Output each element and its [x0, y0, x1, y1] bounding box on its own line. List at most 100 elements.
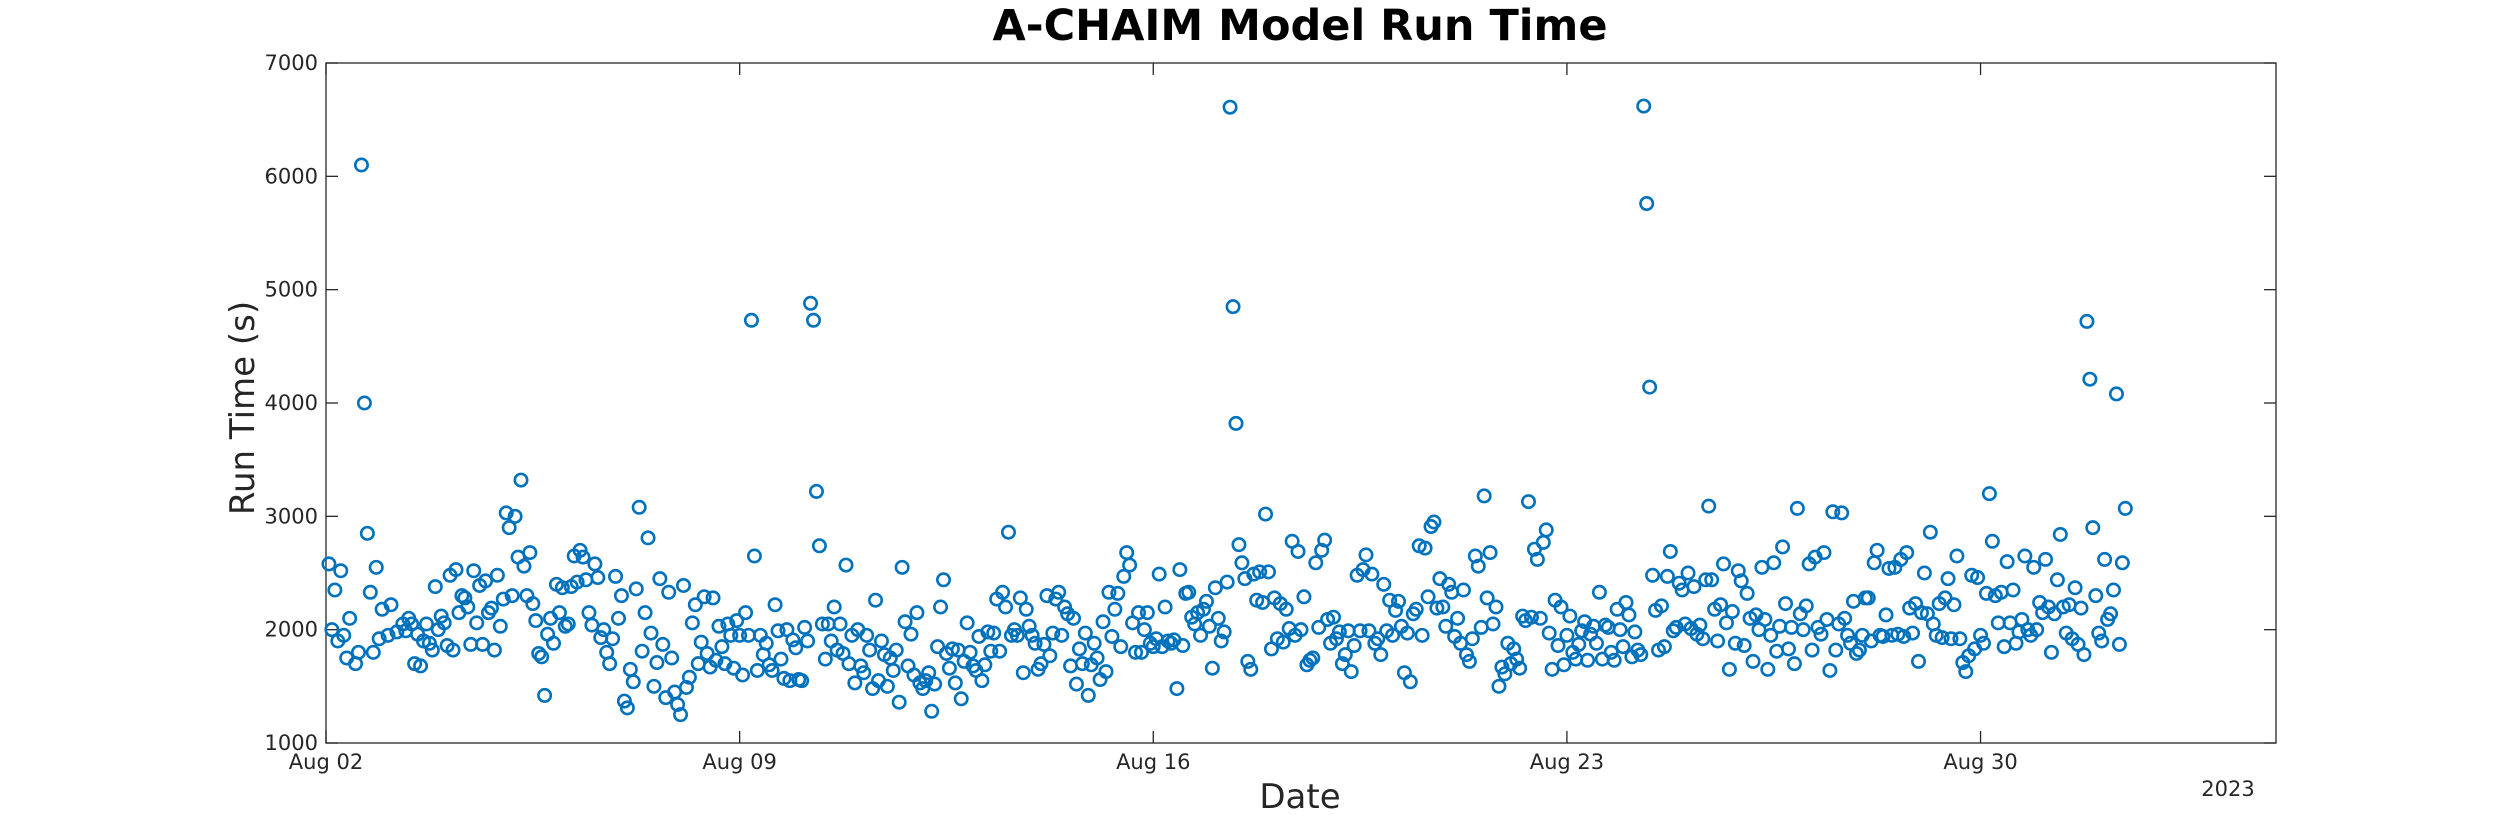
data-point	[1924, 526, 1936, 538]
data-point	[1227, 300, 1239, 312]
data-point	[657, 638, 669, 650]
data-point	[751, 664, 763, 676]
data-point	[1109, 603, 1121, 615]
data-point	[515, 474, 527, 486]
data-point	[1171, 682, 1183, 694]
data-point	[1880, 609, 1892, 621]
data-point	[1824, 664, 1836, 676]
data-point	[329, 584, 341, 596]
data-point	[589, 558, 601, 570]
data-point	[896, 561, 908, 573]
data-point	[535, 651, 547, 663]
data-point	[606, 633, 618, 645]
data-point	[1664, 545, 1676, 557]
data-point	[1141, 606, 1153, 618]
data-point	[1540, 524, 1552, 536]
data-point	[686, 617, 698, 629]
data-point	[2119, 502, 2131, 514]
data-point	[999, 601, 1011, 613]
data-point	[1762, 663, 1774, 675]
data-point	[1404, 676, 1416, 688]
data-point	[1233, 538, 1245, 550]
data-point	[739, 606, 751, 618]
data-point	[518, 560, 530, 572]
data-point	[2081, 315, 2093, 327]
data-point	[1561, 629, 1573, 641]
data-point	[1212, 612, 1224, 624]
y-tick-label: 5000	[265, 278, 318, 302]
data-point	[2054, 528, 2066, 540]
data-point	[2087, 521, 2099, 533]
data-point	[1522, 495, 1534, 507]
data-point	[630, 583, 642, 595]
data-point	[1703, 500, 1715, 512]
data-point	[1112, 587, 1124, 599]
data-point	[2093, 627, 2105, 639]
data-point	[1948, 599, 1960, 611]
data-point	[1064, 660, 1076, 672]
data-point	[1986, 535, 1998, 547]
y-tick-label: 3000	[265, 504, 318, 528]
data-point	[748, 550, 760, 562]
data-point	[1791, 502, 1803, 514]
data-point	[1082, 689, 1094, 701]
data-point	[943, 662, 955, 674]
data-point	[899, 616, 911, 628]
data-point	[1785, 621, 1797, 633]
data-point	[1451, 612, 1463, 624]
data-point	[1629, 626, 1641, 638]
data-point	[1375, 648, 1387, 660]
data-point	[1259, 508, 1271, 520]
data-point	[2007, 584, 2019, 596]
data-point	[955, 693, 967, 705]
y-tick-label: 7000	[265, 51, 318, 75]
data-point	[603, 657, 615, 669]
data-point	[429, 580, 441, 592]
data-point	[491, 569, 503, 581]
data-point	[813, 540, 825, 552]
data-point	[612, 612, 624, 624]
data-point	[804, 297, 816, 309]
data-point	[1747, 655, 1759, 667]
data-point	[547, 637, 559, 649]
data-point	[1954, 633, 1966, 645]
data-point	[1262, 566, 1274, 578]
x-axis-year-label: 2023	[2201, 777, 2254, 801]
data-point	[370, 561, 382, 573]
data-point	[1830, 644, 1842, 656]
data-point	[1608, 654, 1620, 666]
data-point	[843, 657, 855, 669]
data-point	[1779, 597, 1791, 609]
data-point	[1245, 663, 1257, 675]
data-point	[976, 674, 988, 686]
data-point	[1020, 603, 1032, 615]
data-point	[993, 645, 1005, 657]
data-point	[1638, 100, 1650, 112]
data-point	[905, 628, 917, 640]
data-point	[798, 621, 810, 633]
data-point	[1088, 637, 1100, 649]
data-point	[1741, 587, 1753, 599]
data-point	[1221, 576, 1233, 588]
data-point	[1345, 665, 1357, 677]
data-point	[1835, 507, 1847, 519]
data-point	[2110, 388, 2122, 400]
data-point	[2028, 561, 2040, 573]
data-point	[627, 676, 639, 688]
data-point	[665, 652, 677, 664]
data-point	[736, 669, 748, 681]
data-point	[949, 677, 961, 689]
data-point	[648, 680, 660, 692]
data-point	[911, 606, 923, 618]
y-tick-label: 6000	[265, 164, 318, 188]
data-point	[1768, 557, 1780, 569]
data-point	[1123, 559, 1135, 571]
data-point	[636, 645, 648, 657]
data-point	[2107, 584, 2119, 596]
x-tick-label: Aug 16	[1116, 750, 1190, 774]
data-point	[1605, 646, 1617, 658]
data-point	[1998, 640, 2010, 652]
data-point	[615, 589, 627, 601]
data-point	[801, 635, 813, 647]
data-point	[1422, 591, 1434, 603]
